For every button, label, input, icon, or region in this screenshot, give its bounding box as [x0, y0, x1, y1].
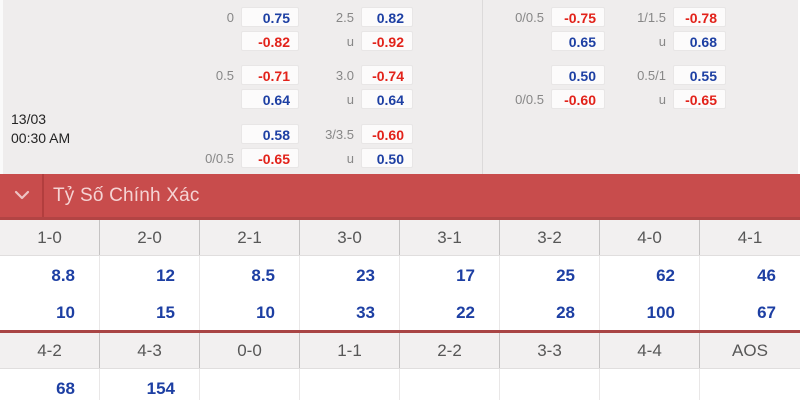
score-odds-4-3[interactable]: 154 — [100, 369, 200, 400]
handicap-a-odds[interactable]: 0.58 — [241, 124, 299, 144]
score-odds-3-2[interactable]: 28 — [500, 296, 600, 330]
score-header-4-3: 4-3 — [100, 333, 200, 368]
score-odds-3-0[interactable]: 23 — [300, 256, 400, 296]
score-odds-4-4 — [600, 369, 700, 400]
over-under-b-odds[interactable]: -0.78 — [673, 7, 726, 27]
over-under-a-label: u — [346, 151, 354, 166]
over-under-b-odds[interactable]: 0.55 — [673, 65, 726, 85]
score-odds-3-2[interactable]: 25 — [500, 256, 600, 296]
score-header-1-1: 1-1 — [300, 333, 400, 368]
score-odds-0-0 — [200, 369, 300, 400]
over-under-a-odds[interactable]: 0.50 — [361, 148, 413, 168]
handicap-a-odds[interactable]: -0.82 — [241, 31, 299, 51]
handicap-a-label: 0.5 — [215, 68, 234, 83]
score-odds-2-1[interactable]: 8.5 — [200, 256, 300, 296]
over-under-a-odds[interactable]: -0.60 — [361, 124, 413, 144]
over-under-a-odds[interactable]: -0.92 — [361, 31, 413, 51]
section-title: Tỷ Số Chính Xác — [53, 185, 200, 206]
score-odds-2-0[interactable]: 15 — [100, 296, 200, 330]
handicap-a-label: 0/0.5 — [205, 151, 234, 166]
over-under-a-label: u — [346, 92, 354, 107]
score-header-3-2: 3-2 — [500, 220, 600, 255]
score-header-0-0: 0-0 — [200, 333, 300, 368]
handicap-b-odds[interactable]: 0.65 — [551, 31, 605, 51]
score-header-4-2: 4-2 — [0, 333, 100, 368]
score-odds-3-1[interactable]: 22 — [400, 296, 500, 330]
handicap-a-odds[interactable]: 0.64 — [241, 89, 299, 109]
over-under-b-label: u — [658, 34, 666, 49]
over-under-a-label: 2.5 — [335, 10, 354, 25]
score-odds-row: 10 15 10 33 22 28 100 67 — [0, 296, 800, 330]
score-odds-1-0[interactable]: 10 — [0, 296, 100, 330]
score-header-2-0: 2-0 — [100, 220, 200, 255]
handicap-b-label: 0/0.5 — [515, 10, 544, 25]
over-under-b-label: 1/1.5 — [637, 10, 666, 25]
score-odds-3-0[interactable]: 33 — [300, 296, 400, 330]
handicap-b-odds[interactable]: 0.50 — [551, 65, 605, 85]
score-odds-2-2 — [400, 369, 500, 400]
score-header-4-1: 4-1 — [737, 228, 763, 247]
handicap-a-odds[interactable]: -0.71 — [241, 65, 299, 85]
score-header-3-1: 3-1 — [400, 220, 500, 255]
score-header-4-4: 4-4 — [600, 333, 700, 368]
handicap-b-odds[interactable]: -0.60 — [551, 89, 605, 109]
score-header-3-0: 3-0 — [300, 220, 400, 255]
score-odds-3-1[interactable]: 17 — [400, 256, 500, 296]
score-odds-3-3 — [500, 369, 600, 400]
score-header-4-0: 4-0 — [600, 220, 700, 255]
score-header-row: 1-0 2-0 2-1 3-0 3-1 3-2 4-0 4-1 — [0, 220, 800, 256]
section-divider-line — [0, 330, 800, 333]
correct-score-table: 1-0 2-0 2-1 3-0 3-1 3-2 4-0 4-1 8.8 12 8.5 23 17 25 62… — [0, 220, 800, 400]
match-date: 13/03 — [11, 111, 47, 127]
score-header-3-3: 3-3 — [500, 333, 600, 368]
match-info: 13/03 00:30 AM — [11, 110, 70, 148]
handicap-b-odds[interactable]: -0.75 — [551, 7, 605, 27]
over-under-a-label: u — [346, 34, 354, 49]
score-header-2-2: 2-2 — [400, 333, 500, 368]
score-odds-aos — [700, 369, 800, 400]
score-odds-4-0[interactable]: 100 — [600, 296, 700, 330]
handicap-a-label: 0 — [226, 10, 234, 25]
over-under-a-odds[interactable]: 0.64 — [361, 89, 413, 109]
over-under-b-odds[interactable]: 0.68 — [673, 31, 726, 51]
score-header-aos: AOS — [732, 341, 768, 360]
over-under-a-label: 3.0 — [335, 68, 354, 83]
right-edge — [798, 0, 800, 220]
score-odds-2-1[interactable]: 10 — [200, 296, 300, 330]
over-under-b-odds[interactable]: -0.65 — [673, 89, 726, 109]
match-time: 00:30 AM — [11, 130, 71, 146]
over-under-b-label: 0.5/1 — [637, 68, 666, 83]
score-odds-4-0[interactable]: 62 — [600, 256, 700, 296]
score-odds-4-1[interactable]: 67 — [757, 303, 776, 322]
over-under-a-odds[interactable]: 0.82 — [361, 7, 413, 27]
handicap-a-odds[interactable]: 0.75 — [241, 7, 299, 27]
over-under-a-odds[interactable]: -0.74 — [361, 65, 413, 85]
score-odds-4-1[interactable]: 46 — [757, 266, 776, 285]
over-under-b-label: u — [658, 92, 666, 107]
score-header-1-0: 1-0 — [0, 220, 100, 255]
handicap-a-odds[interactable]: -0.65 — [241, 148, 299, 168]
score-odds-2-0[interactable]: 12 — [100, 256, 200, 296]
odds-panel: 13/03 00:30 AM 0 0.75 -0.82 0.5 -0.71 0.64 0.5… — [0, 0, 800, 220]
section-header-bar: Tỷ Số Chính Xác — [0, 174, 800, 220]
odds-panel-divider — [482, 0, 483, 174]
over-under-a-label: 3/3.5 — [325, 127, 354, 142]
score-header-row: 4-2 4-3 0-0 1-1 2-2 3-3 4-4 AOS — [0, 333, 800, 369]
chevron-down-icon[interactable] — [13, 188, 31, 202]
score-header-2-1: 2-1 — [200, 220, 300, 255]
score-odds-1-1 — [300, 369, 400, 400]
bar-divider — [42, 174, 44, 217]
score-odds-row: 8.8 12 8.5 23 17 25 62 46 — [0, 256, 800, 296]
score-odds-1-0[interactable]: 8.8 — [0, 256, 100, 296]
score-odds-4-2[interactable]: 68 — [0, 369, 100, 400]
score-odds-row: 68 154 — [0, 369, 800, 400]
handicap-b-label: 0/0.5 — [515, 92, 544, 107]
